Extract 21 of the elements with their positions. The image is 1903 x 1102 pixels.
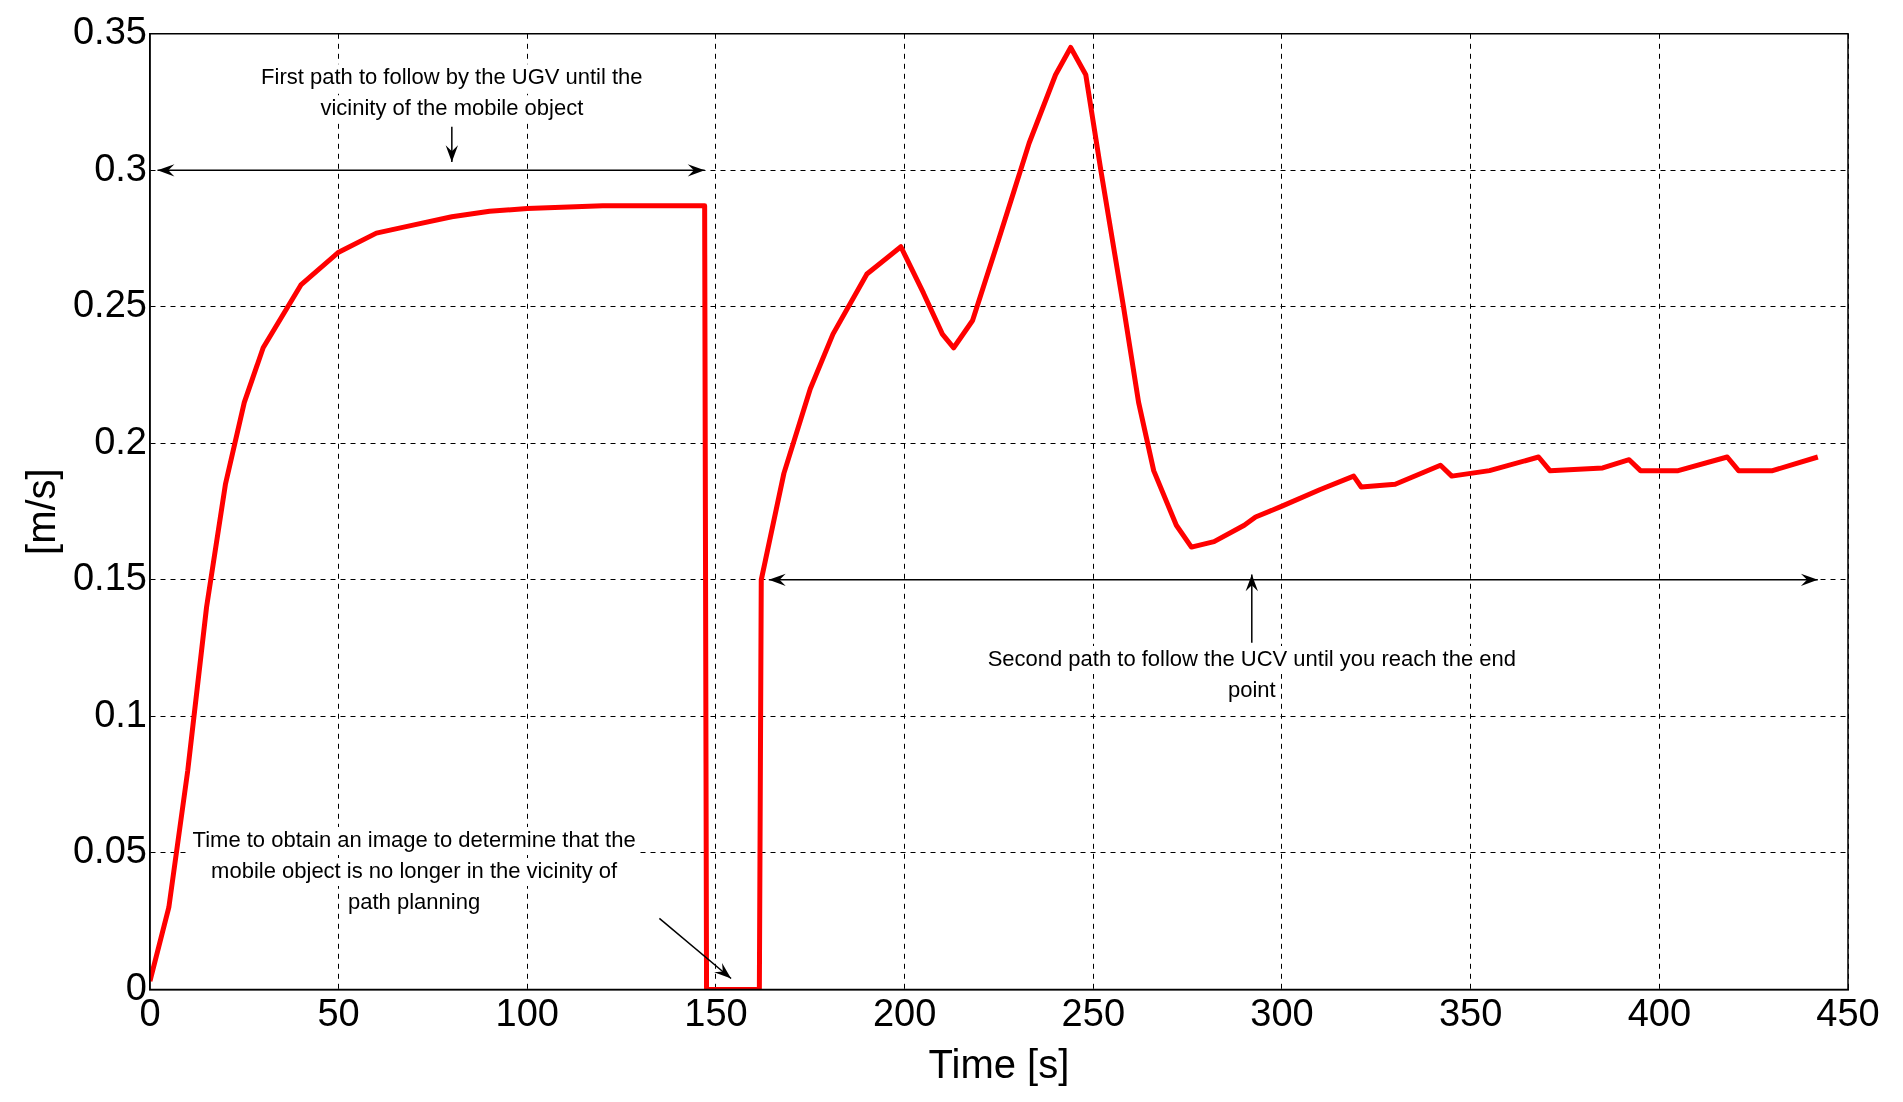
y-tick-label: 0.05 — [72, 829, 147, 872]
y-tick-label: 0.1 — [94, 692, 147, 735]
x-tick-label: 300 — [1250, 991, 1314, 1034]
y-tick-label: 0.15 — [72, 556, 147, 599]
x-tick-label: 150 — [684, 991, 748, 1034]
y-tick-label: 0.25 — [72, 283, 147, 326]
y-tick-label: 0.2 — [94, 419, 147, 462]
y-tick-label: 0.35 — [72, 10, 147, 53]
annotation: First path to follow by the UGV until the vicinity of the mobile object — [261, 64, 643, 121]
y-axis-title: [m/s] — [19, 468, 64, 555]
x-tick-label: 350 — [1438, 991, 1503, 1034]
x-tick-label: 100 — [495, 991, 559, 1034]
annotation: Second path to follow the UCV until you reach the end point — [987, 645, 1516, 702]
annotation: Time to obtain an image to determine that the mobile object is no longer in the vicinity of path planning — [192, 827, 636, 915]
y-tick-label: 0.3 — [94, 146, 147, 189]
x-axis-title: Time [s] — [928, 1042, 1070, 1087]
x-tick-label: 50 — [317, 991, 360, 1034]
x-tick-label: 400 — [1627, 991, 1692, 1034]
x-tick-label: 200 — [872, 991, 937, 1034]
x-tick-label: 450 — [1816, 991, 1880, 1034]
x-tick-label: 250 — [1061, 991, 1126, 1034]
